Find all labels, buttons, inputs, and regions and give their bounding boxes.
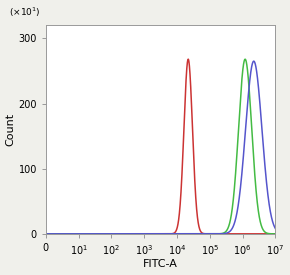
Y-axis label: Count: Count: [6, 113, 16, 146]
X-axis label: FITC-A: FITC-A: [143, 259, 178, 270]
Text: ($\times$10$^1$): ($\times$10$^1$): [9, 6, 41, 19]
